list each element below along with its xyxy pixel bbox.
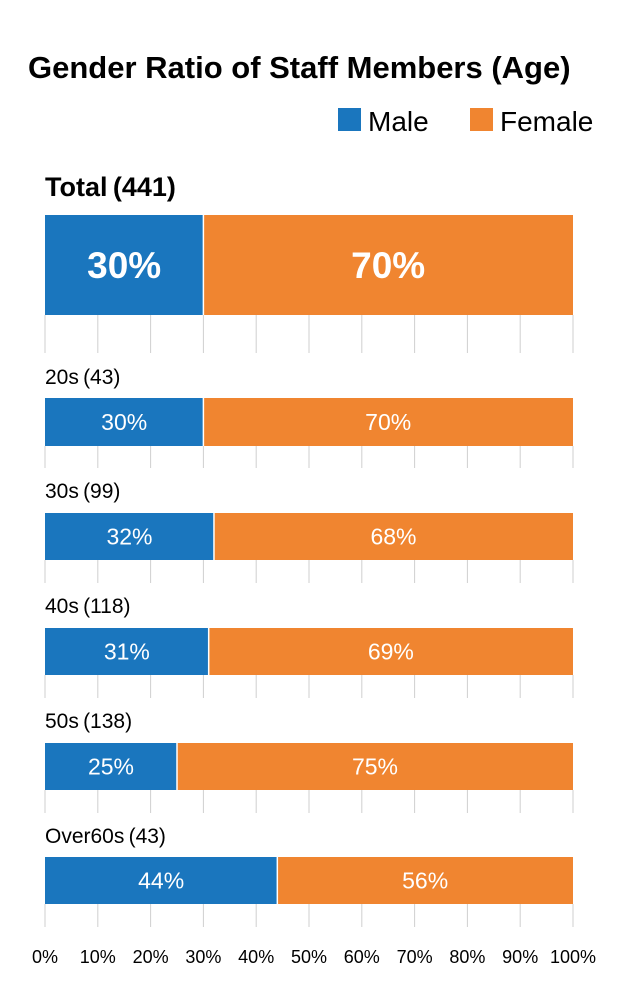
x-tick-label: 80% [449,947,485,967]
legend-male-label: Male [368,106,429,137]
x-tick-label: 40% [238,947,274,967]
group-label: 30s (99) [45,480,120,503]
legend-female-label: Female [500,106,593,137]
x-tick-label: 90% [502,947,538,967]
bar-group: 20s (43) 30% 70% [44,366,574,468]
x-tick-label: 60% [344,947,380,967]
data-label-female: 75% [352,754,398,780]
x-tick-label: 50% [291,947,327,967]
x-tick-label: 100% [550,947,596,967]
data-label-male: 44% [138,868,184,894]
group-label: Total (441) [45,172,176,202]
bar-female [203,398,573,446]
bar-male [45,513,214,560]
bar-group: 50s (138) 25% 75% [44,710,574,813]
group-label: 20s (43) [45,366,120,389]
data-label-female: 70% [365,409,411,435]
legend: Male Female [338,106,593,137]
x-axis: 0% 10% 20% 30% 40% 50% 60% 70% 80% 90% 100% [32,947,596,967]
bar-group: 40s (118) 31% 69% [44,595,574,698]
chart-title: Gender Ratio of Staff Members (Age) [28,50,571,85]
data-label-female: 68% [370,524,416,550]
bar-male [45,215,204,315]
data-label-female: 56% [402,868,448,894]
x-tick-label: 70% [397,947,433,967]
bar-female [213,513,573,560]
bar-group: Over60s (43) 44% 56% [44,825,574,927]
x-tick-label: 10% [80,947,116,967]
bar-male [45,398,204,446]
x-tick-label: 0% [32,947,58,967]
data-label-male: 30% [101,409,147,435]
x-tick-label: 30% [185,947,221,967]
group-label: 40s (118) [45,595,131,618]
x-tick-label: 20% [133,947,169,967]
data-label-male: 30% [87,245,161,286]
legend-male-swatch [338,108,361,131]
bar-female [177,743,573,790]
data-label-female: 70% [351,245,425,286]
data-label-female: 69% [368,639,414,665]
data-label-male: 32% [106,524,152,550]
bar-female [208,628,573,675]
bar-female [277,857,573,904]
bar-group: Total (441) 30% 70% [44,172,574,353]
bar-groups: Total (441)30% 70%20s (43)30% 70%30s (99)3… [44,172,574,927]
group-label: Over60s (43) [45,825,166,848]
legend-female-swatch [470,108,493,131]
data-label-male: 25% [88,754,134,780]
bar-male [45,857,278,904]
bar-female [203,215,573,315]
bar-male [45,628,209,675]
bar-male [45,743,177,790]
data-label-male: 31% [104,639,150,665]
group-label: 50s (138) [45,710,132,733]
bar-group: 30s (99) 32% 68% [44,480,574,583]
